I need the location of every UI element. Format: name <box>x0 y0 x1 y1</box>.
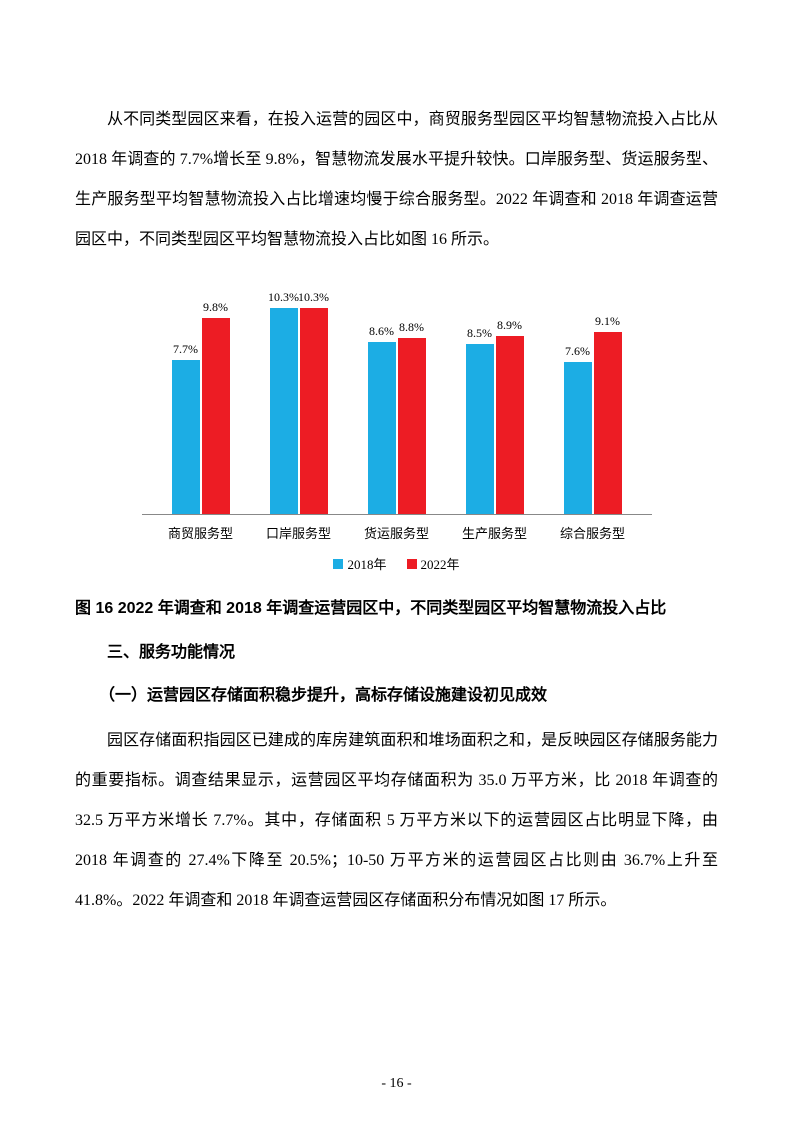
bar: 8.8% <box>398 338 426 514</box>
bar-value-label: 8.8% <box>399 320 424 335</box>
bar-group: 7.7%9.8% <box>172 318 230 514</box>
bar-value-label: 10.3% <box>268 290 299 305</box>
x-axis-label: 货运服务型 <box>357 523 437 542</box>
legend-swatch <box>407 559 417 569</box>
bar-value-label: 9.8% <box>203 300 228 315</box>
legend-item: 2022年 <box>407 554 460 573</box>
bar: 10.3% <box>270 308 298 514</box>
bar-value-label: 7.7% <box>173 342 198 357</box>
bar-group: 7.6%9.1% <box>564 332 622 514</box>
x-axis-label: 生产服务型 <box>455 523 535 542</box>
bar: 10.3% <box>300 308 328 514</box>
paragraph-1: 从不同类型园区来看，在投入运营的园区中，商贸服务型园区平均智慧物流投入占比从 2… <box>75 100 718 260</box>
x-axis-label: 商贸服务型 <box>161 523 241 542</box>
bar: 8.9% <box>496 336 524 514</box>
legend-swatch <box>333 559 343 569</box>
bar-group: 10.3%10.3% <box>270 308 328 514</box>
bar: 7.6% <box>564 362 592 514</box>
bar: 9.8% <box>202 318 230 514</box>
chart-plot-area: 7.7%9.8%10.3%10.3%8.6%8.8%8.5%8.9%7.6%9.… <box>142 275 652 515</box>
bar-value-label: 8.9% <box>497 318 522 333</box>
bar: 7.7% <box>172 360 200 514</box>
figure-16-caption: 图 16 2022 年调查和 2018 年调查运营园区中，不同类型园区平均智慧物… <box>75 593 718 625</box>
legend-label: 2018年 <box>347 554 386 573</box>
paragraph-2: 园区存储面积指园区已建成的库房建筑面积和堆场面积之和，是反映园区存储服务能力的重… <box>75 721 718 921</box>
page-number: - 16 - <box>381 1076 411 1092</box>
chart-legend: 2018年 2022年 <box>142 554 652 573</box>
bar-value-label: 7.6% <box>565 344 590 359</box>
bar-value-label: 8.5% <box>467 326 492 341</box>
bar-group: 8.6%8.8% <box>368 338 426 514</box>
bar: 8.6% <box>368 342 396 514</box>
figure-16-chart: 7.7%9.8%10.3%10.3%8.6%8.8%8.5%8.9%7.6%9.… <box>142 275 652 573</box>
legend-label: 2022年 <box>421 554 460 573</box>
chart-x-labels: 商贸服务型口岸服务型货运服务型生产服务型综合服务型 <box>142 523 652 542</box>
bar-value-label: 9.1% <box>595 314 620 329</box>
bar: 9.1% <box>594 332 622 514</box>
bar-value-label: 8.6% <box>369 324 394 339</box>
subsection-title-3-1: （一）运营园区存储面积稳步提升，高标存储设施建设初见成效 <box>75 678 718 713</box>
bar: 8.5% <box>466 344 494 514</box>
section-title-3: 三、服务功能情况 <box>75 635 718 670</box>
x-axis-label: 口岸服务型 <box>259 523 339 542</box>
x-axis-label: 综合服务型 <box>553 523 633 542</box>
bar-value-label: 10.3% <box>298 290 329 305</box>
legend-item: 2018年 <box>333 554 386 573</box>
bar-group: 8.5%8.9% <box>466 336 524 514</box>
